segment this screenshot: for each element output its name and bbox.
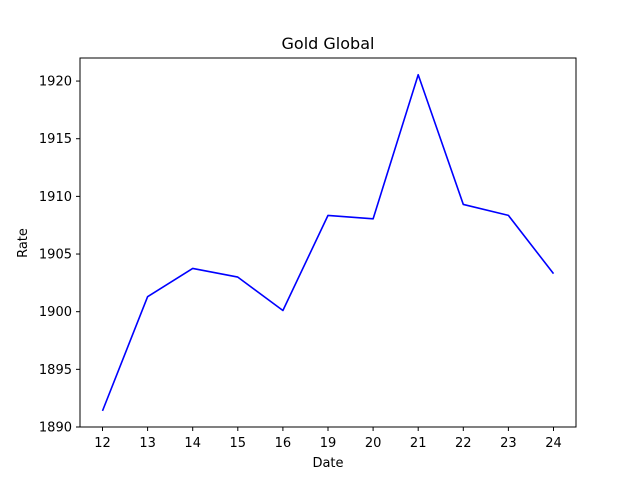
y-tick-label: 1900: [39, 305, 72, 320]
series-layer: [101, 73, 555, 412]
x-tick-label: 21: [410, 436, 427, 451]
y-tick-label: 1895: [39, 363, 72, 378]
x-tick-label: 23: [500, 436, 517, 451]
series-line: [101, 73, 555, 412]
x-axis-label: Date: [312, 456, 343, 471]
x-tick-label: 19: [320, 436, 337, 451]
x-tick-label: 20: [365, 436, 382, 451]
x-tick-label: 24: [545, 436, 562, 451]
plot-area: [79, 57, 577, 428]
y-tick-label: 1910: [39, 190, 72, 205]
y-axis: 1890 1895 1900 1905 1910 1915 1920: [39, 75, 80, 436]
y-tick-label: 1905: [39, 248, 72, 263]
x-tick-label: 13: [139, 436, 156, 451]
y-tick-label: 1890: [39, 421, 72, 436]
x-axis: 12 13 14 15 16 19 20 21 22 23 24: [94, 427, 562, 451]
x-tick-label: 16: [275, 436, 292, 451]
x-tick-label: 14: [184, 436, 201, 451]
y-tick-label: 1920: [39, 75, 72, 90]
chart-title: Gold Global: [282, 34, 375, 53]
x-tick-label: 22: [455, 436, 472, 451]
y-axis-label: Rate: [16, 228, 31, 258]
x-tick-label: 15: [230, 436, 247, 451]
x-tick-label: 12: [94, 436, 111, 451]
y-tick-label: 1915: [39, 132, 72, 147]
